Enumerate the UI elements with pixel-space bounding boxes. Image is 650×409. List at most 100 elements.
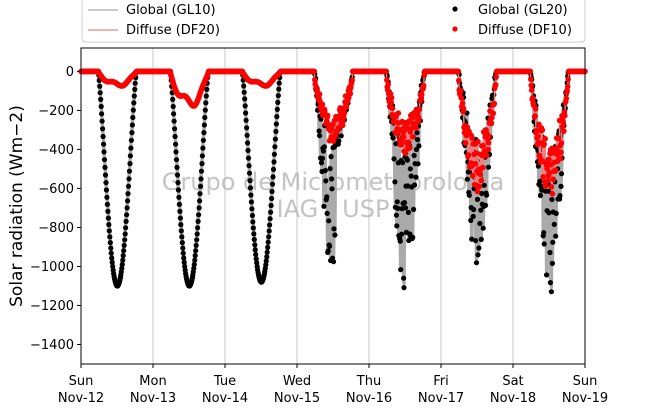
point-global-gl20	[271, 151, 277, 157]
point-global-gl20	[410, 234, 416, 240]
point-diffuse-df10	[316, 91, 323, 97]
point-diffuse-df10	[474, 188, 481, 195]
point-diffuse-df10	[550, 176, 557, 183]
point-global-gl20	[250, 225, 256, 231]
point-diffuse-df10	[402, 150, 409, 157]
point-diffuse-df10	[480, 142, 487, 149]
point-global-gl20	[318, 160, 325, 166]
point-global-gl20	[131, 93, 137, 99]
point-global-gl20	[119, 261, 125, 268]
point-global-gl20	[172, 126, 178, 132]
gridlines	[152, 48, 514, 364]
point-global-gl20	[275, 93, 281, 99]
point-diffuse-df10	[561, 128, 567, 134]
point-diffuse-df10	[388, 94, 395, 101]
x-axis: Sun Nov-12 Mon Nov-13 Tue Nov-14 Wed Nov-15 Thu N…	[58, 364, 608, 406]
point-global-gl20	[541, 241, 547, 247]
point-global-gl20	[244, 132, 250, 138]
y-tick-label: −400	[38, 143, 74, 158]
point-global-gl20	[125, 183, 132, 189]
point-global-gl20	[241, 83, 247, 89]
point-global-gl20	[129, 122, 135, 128]
point-global-gl20	[100, 133, 106, 140]
point-global-gl20	[192, 253, 198, 259]
point-global-gl20	[272, 144, 278, 150]
point-global-gl20	[395, 205, 401, 211]
point-global-gl20	[265, 239, 271, 245]
point-diffuse-df10	[558, 140, 565, 146]
point-global-gl20	[478, 207, 484, 213]
point-global-gl20	[252, 247, 258, 253]
point-global-gl20	[197, 198, 203, 204]
point-global-gl20	[124, 205, 130, 211]
point-global-gl20	[321, 144, 327, 150]
point-global-gl20	[107, 234, 113, 240]
point-global-gl20	[336, 138, 342, 144]
point-global-gl20	[101, 157, 108, 163]
point-global-gl20	[263, 258, 269, 264]
point-diffuse-df10	[395, 131, 401, 137]
point-global-gl20	[402, 205, 409, 211]
point-global-gl20	[397, 238, 403, 244]
point-diffuse-df10	[542, 183, 549, 189]
point-diffuse-df10	[312, 77, 318, 83]
point-global-gl20	[202, 107, 208, 113]
point-global-gl20	[104, 201, 110, 207]
point-global-gl20	[323, 178, 329, 184]
point-global-gl20	[469, 236, 475, 242]
point-diffuse-df10	[565, 76, 571, 83]
point-global-gl20	[128, 137, 134, 143]
point-diffuse-df10	[457, 87, 464, 94]
point-global-gl20	[245, 140, 251, 146]
point-diffuse-df10	[486, 133, 492, 140]
point-global-gl20	[252, 242, 258, 248]
point-global-gl20	[413, 174, 419, 180]
point-global-gl20	[198, 176, 204, 182]
point-global-gl20	[324, 210, 330, 216]
point-global-gl20	[170, 96, 176, 102]
point-global-gl20	[416, 143, 422, 149]
point-diffuse-df10	[347, 90, 354, 97]
point-global-gl20	[247, 185, 253, 191]
point-global-gl20	[549, 260, 556, 266]
point-global-gl20	[191, 265, 197, 271]
point-global-gl20	[173, 149, 179, 155]
point-global-gl20	[247, 178, 253, 184]
y-tick-label: −800	[38, 221, 74, 236]
point-diffuse-df10	[456, 77, 462, 84]
point-diffuse-df10	[465, 152, 472, 158]
point-diffuse-df10	[528, 76, 534, 83]
point-global-gl20	[415, 161, 421, 167]
point-diffuse-df10	[409, 114, 416, 121]
point-global-gl20	[120, 257, 126, 263]
point-global-gl20	[270, 174, 276, 180]
point-global-gl20	[338, 133, 344, 139]
point-global-gl20	[174, 172, 181, 178]
point-global-gl20	[193, 248, 199, 254]
point-global-gl20	[466, 192, 472, 198]
point-diffuse-df10	[335, 125, 342, 131]
point-diffuse-df10	[404, 125, 410, 132]
point-global-gl20	[471, 206, 477, 213]
point-global-gl20	[404, 157, 410, 163]
point-global-gl20	[537, 192, 544, 199]
legend-marker-global-gl20	[452, 6, 458, 12]
point-global-gl20	[193, 242, 199, 248]
point-diffuse-df10	[419, 91, 425, 98]
plot-area: Grupo de Micrometeorologia IAG - USP	[78, 47, 588, 365]
point-diffuse-df10	[552, 167, 559, 173]
point-global-gl20	[127, 153, 133, 159]
point-global-gl20	[544, 272, 550, 278]
point-diffuse-df10	[540, 174, 546, 180]
point-global-gl20	[170, 103, 176, 110]
point-diffuse-df10	[407, 145, 413, 151]
point-global-gl20	[248, 199, 254, 205]
point-global-gl20	[181, 255, 187, 261]
point-global-gl20	[274, 114, 280, 120]
y-tick-label: 0	[66, 65, 74, 80]
point-global-gl20	[250, 219, 256, 225]
point-global-gl20	[547, 249, 553, 256]
point-diffuse-df10	[529, 95, 536, 101]
legend-frame	[81, 0, 586, 43]
y-tick-label: −200	[38, 104, 74, 119]
